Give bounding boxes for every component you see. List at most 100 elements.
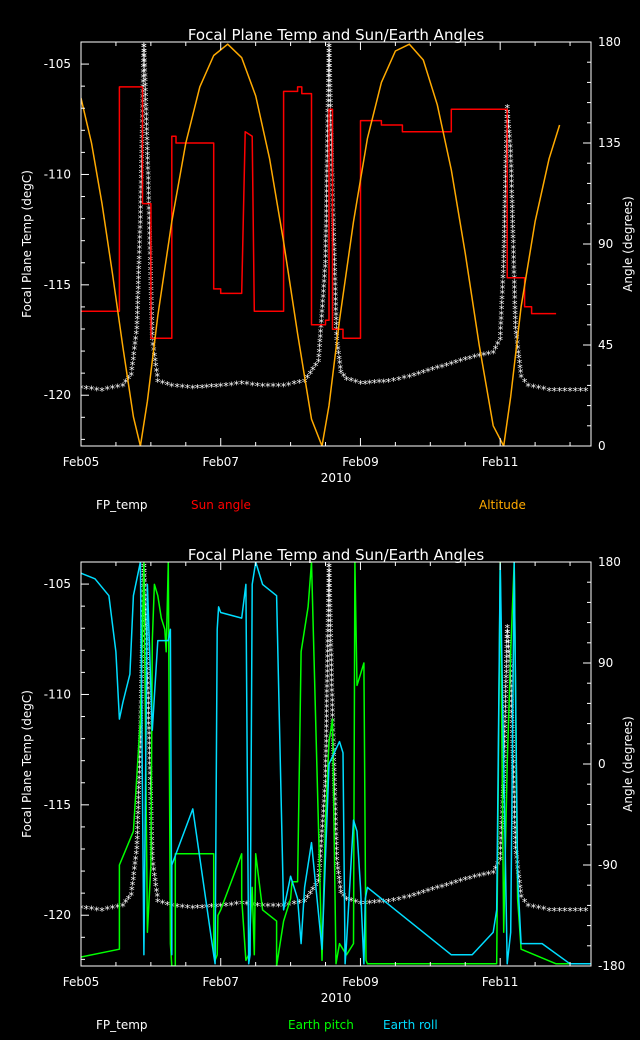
fp-temp-point: * <box>145 689 151 702</box>
fp-temp-point: * <box>136 268 142 281</box>
fp-temp-point: * <box>138 723 144 736</box>
fp-temp-point: * <box>136 773 142 786</box>
fp-temp-point: * <box>325 666 331 679</box>
fp-temp-point: * <box>407 372 413 385</box>
fp-temp-point: * <box>160 897 166 910</box>
fp-temp-point: * <box>328 651 334 664</box>
fp-temp-point: * <box>134 843 140 856</box>
fp-temp-point: * <box>144 139 150 152</box>
fp-temp-point: * <box>334 854 340 867</box>
fp-temp-point: * <box>331 225 337 238</box>
fp-temp-point: * <box>504 637 510 650</box>
fp-temp-point: * <box>317 336 323 349</box>
fp-temp-point: * <box>325 131 331 144</box>
fp-temp-point: * <box>135 823 141 836</box>
fp-temp-point: * <box>552 385 558 398</box>
panel-2-x-tick-label: Feb09 <box>342 975 379 989</box>
fp-temp-point: * <box>490 347 496 360</box>
panel-1-x-axis-label: 2010 <box>321 471 352 485</box>
fp-temp-point: * <box>326 601 332 614</box>
fp-temp-point: * <box>146 214 152 227</box>
fp-temp-point: * <box>386 896 392 909</box>
fp-temp-point: * <box>503 167 509 180</box>
fp-temp-point: * <box>510 747 516 760</box>
fp-temp-point: * <box>130 874 136 887</box>
fp-temp-point: * <box>510 752 516 765</box>
fp-temp-point: * <box>331 755 337 768</box>
fp-temp-point: * <box>324 722 330 735</box>
fp-temp-point: * <box>329 691 335 704</box>
fp-temp-point: * <box>323 767 329 780</box>
fp-temp-point: * <box>324 727 330 740</box>
fp-temp-point: * <box>325 626 331 639</box>
fp-temp-point: * <box>138 187 144 200</box>
fp-temp-point: * <box>327 81 333 94</box>
fp-temp-point: * <box>131 869 137 882</box>
fp-temp-point: * <box>270 900 276 913</box>
fp-temp-point: * <box>502 227 508 240</box>
fp-temp-point: * <box>322 267 328 280</box>
fp-temp-point: * <box>134 323 140 336</box>
fp-temp-point: * <box>141 41 147 54</box>
fp-temp-point: * <box>328 106 334 119</box>
fp-temp-point: * <box>142 585 148 598</box>
fp-temp-point: * <box>146 719 152 732</box>
fp-temp-point: * <box>154 366 160 379</box>
fp-temp-point: * <box>147 739 153 752</box>
fp-temp-point: * <box>89 904 95 917</box>
fp-temp-point: * <box>137 228 143 241</box>
panel-1-title: Focal Plane Temp and Sun/Earth Angles <box>188 26 485 44</box>
fp-temp-point: * <box>499 298 505 311</box>
fp-temp-point: * <box>508 666 514 679</box>
fp-temp-point: * <box>331 750 337 763</box>
fp-temp-point: * <box>152 875 158 888</box>
fp-temp-point: * <box>325 121 331 134</box>
fp-temp-point: * <box>325 111 331 124</box>
fp-temp-point: * <box>516 867 522 880</box>
panel-1-right-tick-label: 180 <box>598 35 621 49</box>
fp-temp-point: * <box>333 309 339 322</box>
fp-temp-point: * <box>327 586 333 599</box>
fp-temp-point: * <box>234 379 240 392</box>
fp-temp-point: * <box>323 232 329 245</box>
fp-temp-point: * <box>503 702 509 715</box>
fp-temp-point: * <box>307 888 313 901</box>
fp-temp-point: * <box>145 669 151 682</box>
fp-temp-point: * <box>509 197 515 210</box>
panel-2-chart: Focal Plane Temp and Sun/Earth Angles * *… <box>20 546 635 1032</box>
fp-temp-point: * <box>321 797 327 810</box>
fp-temp-point: * <box>502 202 508 215</box>
fp-temp-point: * <box>512 298 518 311</box>
fp-temp-point: * <box>146 204 152 217</box>
fp-temp-point: * <box>327 56 333 69</box>
fp-temp-point: * <box>502 722 508 735</box>
fp-temp-point: * <box>516 352 522 365</box>
fp-temp-point: * <box>318 326 324 339</box>
fp-temp-point: * <box>328 116 334 129</box>
fp-temp-point: * <box>499 303 505 316</box>
fp-temp-point: * <box>145 154 151 167</box>
fp-temp-point: * <box>141 61 147 74</box>
fp-temp-point: * <box>138 203 144 216</box>
fp-temp-point: * <box>234 899 240 912</box>
fp-temp-point: * <box>557 905 563 918</box>
panel-2-right-tick-label: 180 <box>598 555 621 569</box>
fp-temp-point: * <box>324 202 330 215</box>
fp-temp-point: * <box>511 767 517 780</box>
fp-temp-point: * <box>401 373 407 386</box>
fp-temp-point: * <box>381 376 387 389</box>
fp-temp-point: * <box>318 321 324 334</box>
fp-temp-point: * <box>141 51 147 64</box>
fp-temp-point: * <box>142 75 148 88</box>
fp-temp-point: * <box>348 375 354 388</box>
fp-temp-point: * <box>129 889 135 902</box>
fp-temp-point: * <box>190 903 196 916</box>
fp-temp-point: * <box>334 319 340 332</box>
fp-temp-point: * <box>326 71 332 84</box>
fp-temp-point: * <box>515 342 521 355</box>
fp-temp-point: * <box>204 382 210 395</box>
fp-temp-point: * <box>135 813 141 826</box>
fp-temp-point: * <box>78 903 84 916</box>
fp-temp-point: * <box>512 308 518 321</box>
fp-temp-point: * <box>505 627 511 640</box>
